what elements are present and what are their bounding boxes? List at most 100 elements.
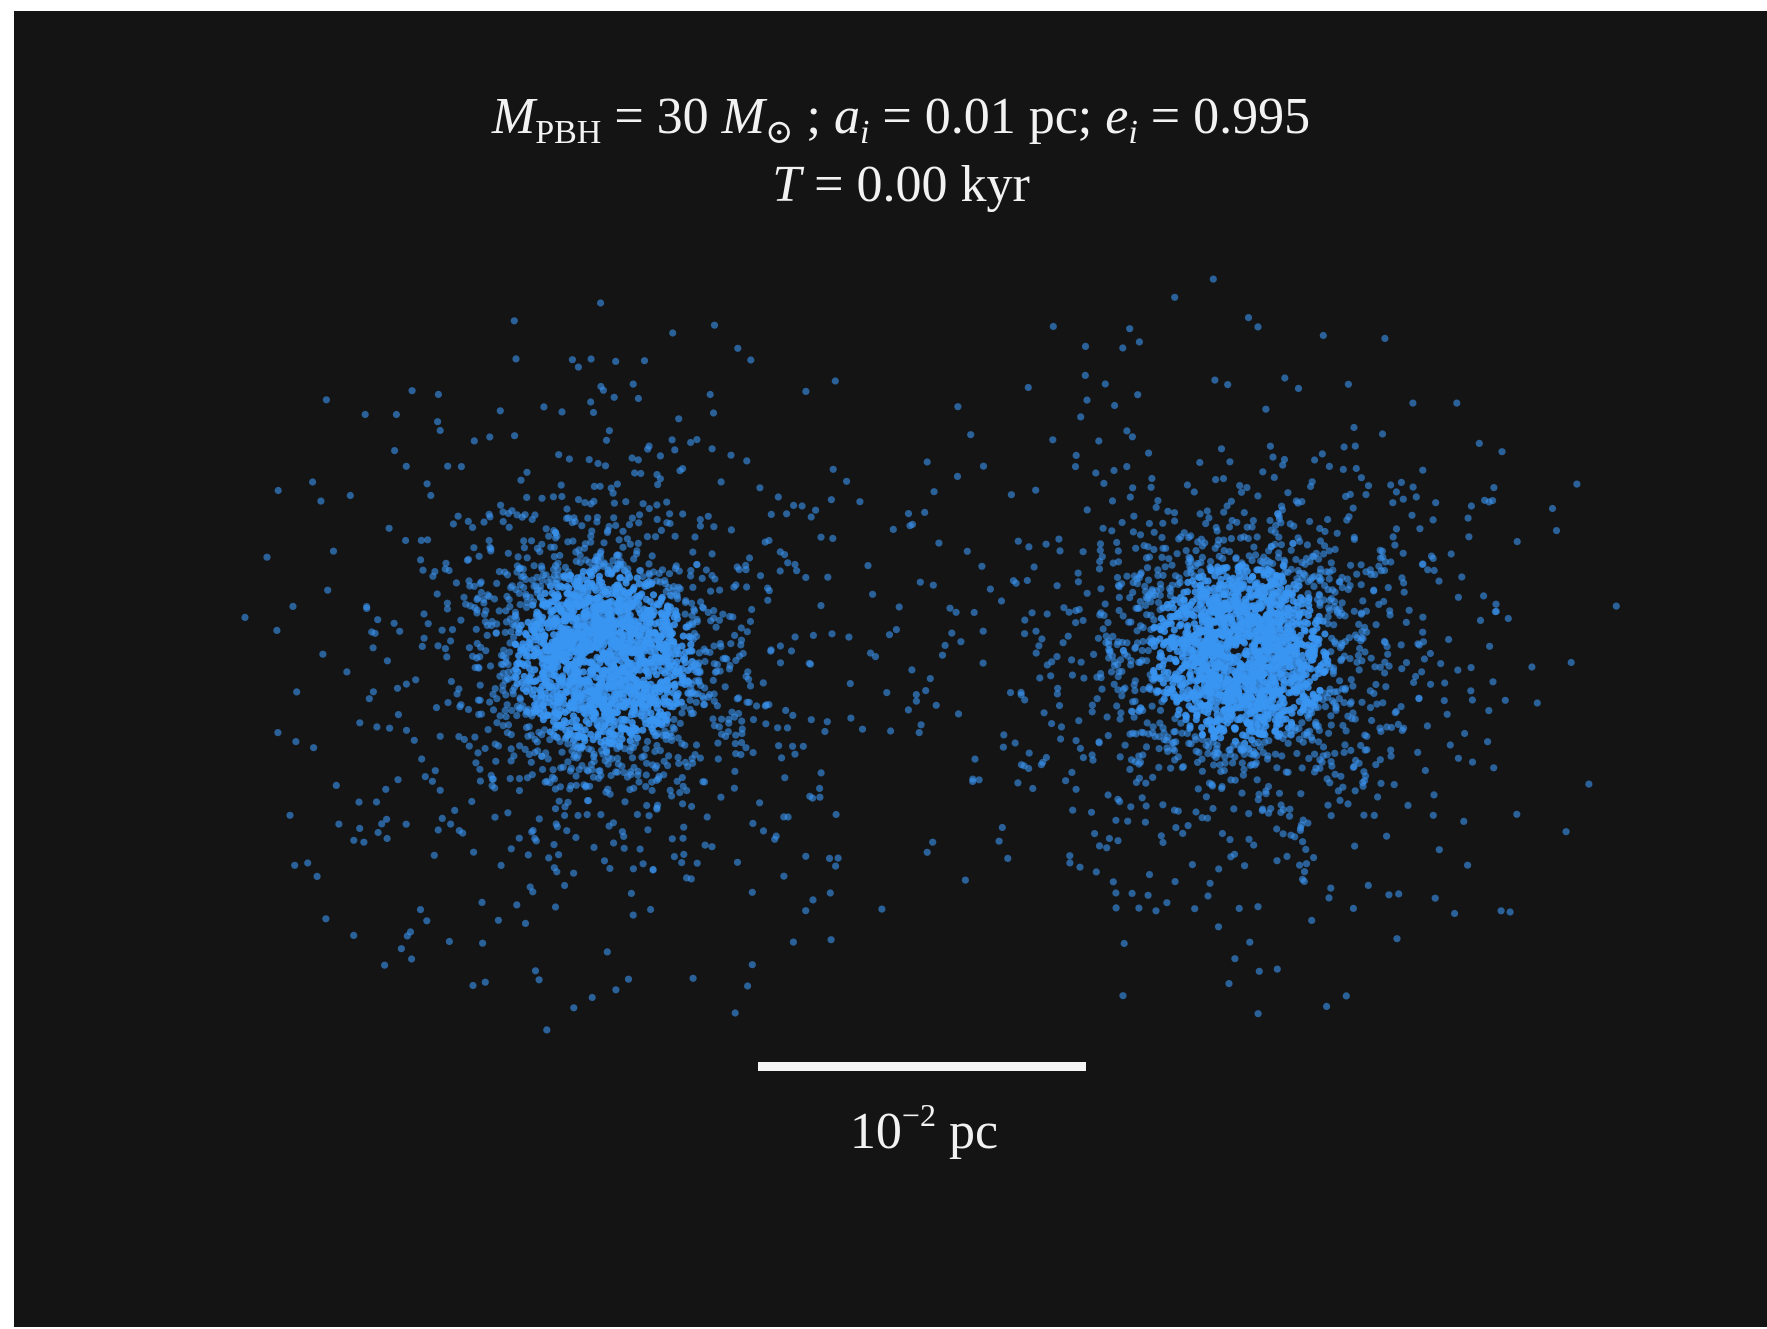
particle xyxy=(477,697,484,704)
particle xyxy=(1492,601,1499,608)
particle xyxy=(689,621,696,628)
particle xyxy=(1223,573,1230,580)
particle xyxy=(1332,589,1339,596)
particle xyxy=(1122,742,1129,749)
particle xyxy=(611,394,618,401)
particle xyxy=(1343,517,1350,524)
particle xyxy=(1273,857,1280,864)
particle xyxy=(1393,488,1400,495)
particle xyxy=(646,505,653,512)
particle xyxy=(1232,626,1239,633)
particle xyxy=(528,759,535,766)
particle xyxy=(504,571,511,578)
particle xyxy=(552,903,559,910)
particle xyxy=(1213,667,1220,674)
particle xyxy=(824,574,831,581)
particle xyxy=(631,469,638,476)
particle xyxy=(1377,780,1384,787)
particle xyxy=(1259,468,1266,475)
particle xyxy=(1316,574,1323,581)
particle xyxy=(1419,467,1426,474)
particle xyxy=(802,853,809,860)
particle xyxy=(513,712,520,719)
particle xyxy=(1348,676,1355,683)
particle xyxy=(1362,491,1369,498)
particle xyxy=(619,828,626,835)
particle xyxy=(1341,686,1348,693)
particle xyxy=(576,578,583,585)
particle xyxy=(577,743,584,750)
particle xyxy=(600,539,607,546)
particle xyxy=(515,659,522,666)
particle xyxy=(802,574,809,581)
particle xyxy=(1007,689,1014,696)
particle xyxy=(666,570,673,577)
particle xyxy=(1275,534,1282,541)
particle xyxy=(524,660,531,667)
particle xyxy=(581,612,588,619)
particle xyxy=(1191,613,1198,620)
particle xyxy=(1220,475,1227,482)
particle xyxy=(409,387,416,394)
particle xyxy=(1269,694,1276,701)
particle xyxy=(1351,534,1358,541)
particle xyxy=(1299,764,1306,771)
particle xyxy=(957,638,964,645)
particle xyxy=(1393,525,1400,532)
particle xyxy=(580,568,587,575)
particle xyxy=(924,458,931,465)
particle xyxy=(1447,741,1454,748)
particle xyxy=(1312,721,1319,728)
particle xyxy=(517,565,524,572)
particle xyxy=(1513,811,1520,818)
particle xyxy=(1226,458,1233,465)
particle xyxy=(1021,617,1028,624)
particle xyxy=(635,540,642,547)
particle xyxy=(1117,716,1124,723)
particle xyxy=(1156,745,1163,752)
particle xyxy=(1154,497,1161,504)
particle xyxy=(666,510,673,517)
particle xyxy=(657,578,664,585)
particle xyxy=(597,383,604,390)
particle xyxy=(634,734,641,741)
particle xyxy=(536,815,543,822)
particle xyxy=(1056,702,1063,709)
particle xyxy=(588,528,595,535)
particle xyxy=(954,403,961,410)
particle xyxy=(536,976,543,983)
particle xyxy=(717,643,724,650)
particle xyxy=(887,727,894,734)
particle xyxy=(1082,372,1089,379)
particle xyxy=(552,683,559,690)
particle xyxy=(775,742,782,749)
particle xyxy=(391,447,398,454)
particle xyxy=(547,608,554,615)
particle xyxy=(1321,542,1328,549)
particle xyxy=(559,632,566,639)
particle xyxy=(1464,862,1471,869)
particle xyxy=(1320,332,1327,339)
particle xyxy=(1219,555,1226,562)
particle xyxy=(1404,802,1411,809)
particle xyxy=(517,477,524,484)
particle xyxy=(1311,456,1318,463)
particle xyxy=(1283,769,1290,776)
particle xyxy=(495,917,502,924)
particle xyxy=(646,812,653,819)
particle xyxy=(1257,743,1264,750)
particle xyxy=(597,299,604,306)
particle xyxy=(1136,338,1143,345)
particle xyxy=(788,647,795,654)
particle xyxy=(628,620,635,627)
particle xyxy=(375,829,382,836)
particle xyxy=(878,906,885,913)
particle xyxy=(1330,621,1337,628)
particle xyxy=(1367,571,1374,578)
particle xyxy=(1077,413,1084,420)
particle xyxy=(666,699,673,706)
particle xyxy=(1240,766,1247,773)
particle xyxy=(1245,585,1252,592)
particle xyxy=(594,514,601,521)
particle xyxy=(1175,711,1182,718)
